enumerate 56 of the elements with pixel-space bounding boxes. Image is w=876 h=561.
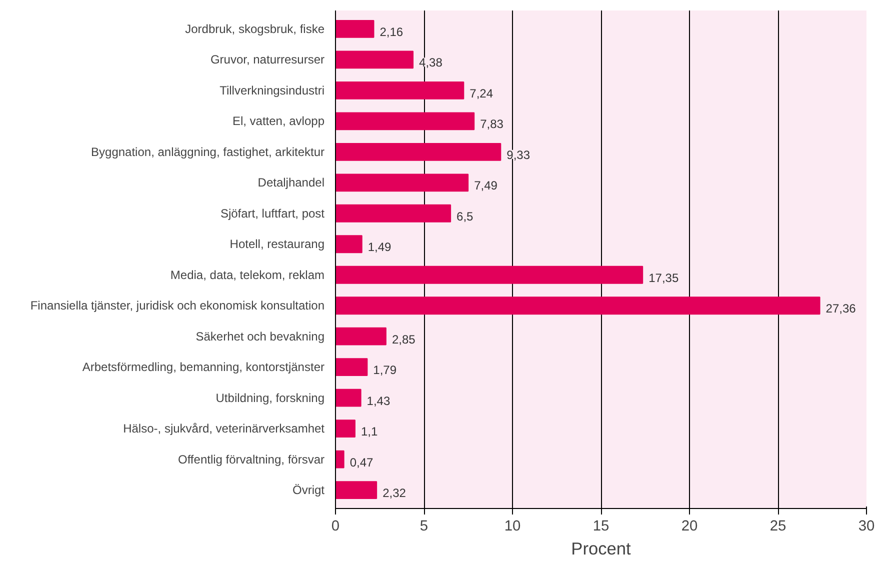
data-label: 1,49 bbox=[368, 240, 392, 254]
bar bbox=[336, 266, 644, 284]
bar bbox=[336, 327, 386, 346]
y-tick-label: El, vatten, avlopp bbox=[232, 114, 325, 128]
y-tick-label: Jordbruk, skogsbruk, fiske bbox=[185, 22, 325, 36]
x-tick-label: 30 bbox=[858, 518, 875, 534]
bar bbox=[336, 450, 344, 468]
bar bbox=[336, 235, 362, 254]
bar bbox=[336, 481, 378, 500]
data-label: 2,85 bbox=[392, 332, 416, 346]
bar bbox=[336, 204, 452, 222]
data-label: 1,1 bbox=[360, 424, 378, 439]
data-label: 1,43 bbox=[366, 394, 390, 408]
y-tick-label: Finansiella tjänster, juridisk och ekonomisk konsultation bbox=[30, 298, 325, 313]
bar bbox=[336, 296, 820, 315]
bar bbox=[336, 50, 414, 69]
bar bbox=[336, 420, 356, 438]
x-tick-label: 10 bbox=[504, 518, 521, 534]
y-tick-label: Övrigt bbox=[292, 483, 326, 498]
y-tick-label: Utbildning, forskning bbox=[216, 390, 325, 405]
bar bbox=[336, 112, 475, 130]
bar bbox=[336, 81, 464, 100]
y-tick-label: Byggnation, anläggning, fastighet, arkitektur bbox=[91, 144, 325, 159]
y-tick-label: Detaljhandel bbox=[258, 176, 325, 190]
data-label: 0,47 bbox=[350, 455, 374, 470]
y-tick-label: Offentlig förvaltning, försvar bbox=[178, 452, 325, 466]
x-tick-label: 15 bbox=[592, 518, 610, 534]
data-label: 7,24 bbox=[470, 86, 494, 100]
data-label: 2,32 bbox=[382, 486, 406, 500]
data-label: 9,33 bbox=[506, 148, 530, 162]
data-label: 7,83 bbox=[480, 117, 504, 132]
data-label: 17,35 bbox=[648, 270, 679, 285]
data-label: 6,5 bbox=[456, 209, 474, 224]
bar bbox=[336, 142, 502, 161]
y-tick-label: Sjöfart, luftfart, post bbox=[220, 206, 326, 220]
y-tick-label: Tillverkningsindustri bbox=[220, 83, 325, 98]
bar bbox=[336, 388, 362, 407]
y-tick-label: Hotell, restaurang bbox=[230, 237, 324, 252]
y-tick-label: Säkerhet och bevakning bbox=[196, 329, 325, 344]
data-label: 4,38 bbox=[419, 56, 443, 70]
bar bbox=[336, 20, 374, 38]
y-tick-label: Arbetsförmedling, bemanning, kontorstjänster bbox=[82, 360, 325, 374]
x-tick-label: 5 bbox=[420, 518, 428, 534]
y-tick-label: Media, data, telekom, reklam bbox=[170, 268, 325, 282]
y-tick-label: Hälso-, sjukvård, veterinärverksamhet bbox=[123, 422, 326, 436]
bar bbox=[336, 174, 469, 192]
x-tick-label: 20 bbox=[681, 518, 698, 534]
data-label: 27,36 bbox=[826, 302, 856, 316]
x-tick-label: 25 bbox=[770, 518, 786, 534]
x-axis-title: Procent bbox=[571, 538, 632, 558]
data-label: 1,79 bbox=[373, 363, 397, 378]
y-tick-label: Gruvor, naturresurser bbox=[210, 52, 325, 67]
data-label: 2,16 bbox=[380, 24, 404, 39]
data-label: 7,49 bbox=[474, 178, 498, 193]
bar bbox=[336, 358, 368, 376]
x-tick-label: 0 bbox=[331, 518, 340, 534]
